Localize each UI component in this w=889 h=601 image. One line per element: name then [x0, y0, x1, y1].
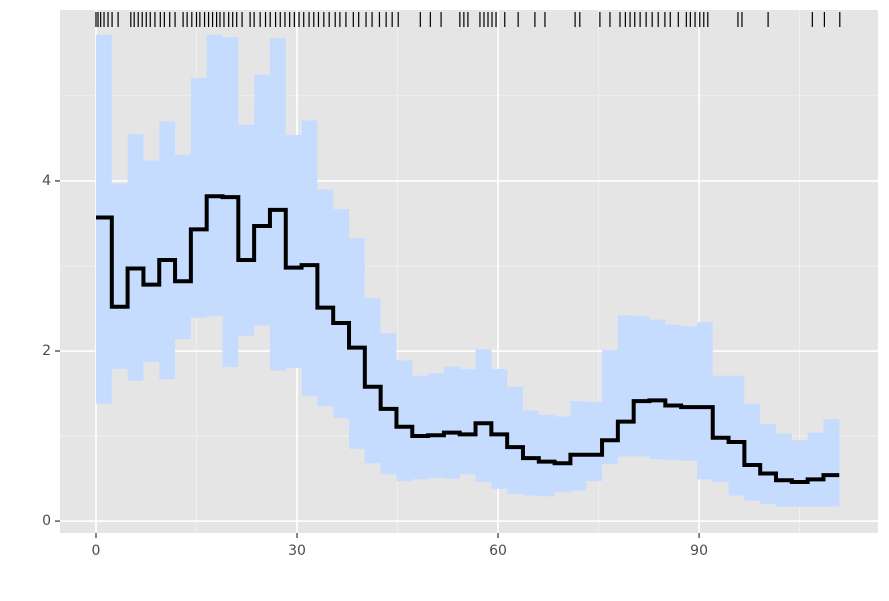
y-tick-label: 2 — [42, 343, 51, 359]
x-tick-label: 90 — [690, 543, 708, 559]
x-tick-label: 30 — [288, 543, 306, 559]
step-line — [95, 194, 840, 484]
y-tick-label: 4 — [42, 173, 51, 189]
x-tick-label: 0 — [92, 543, 101, 559]
ribbon — [95, 34, 840, 507]
y-tick-label: 0 — [42, 513, 51, 529]
x-tick-label: 60 — [489, 543, 507, 559]
